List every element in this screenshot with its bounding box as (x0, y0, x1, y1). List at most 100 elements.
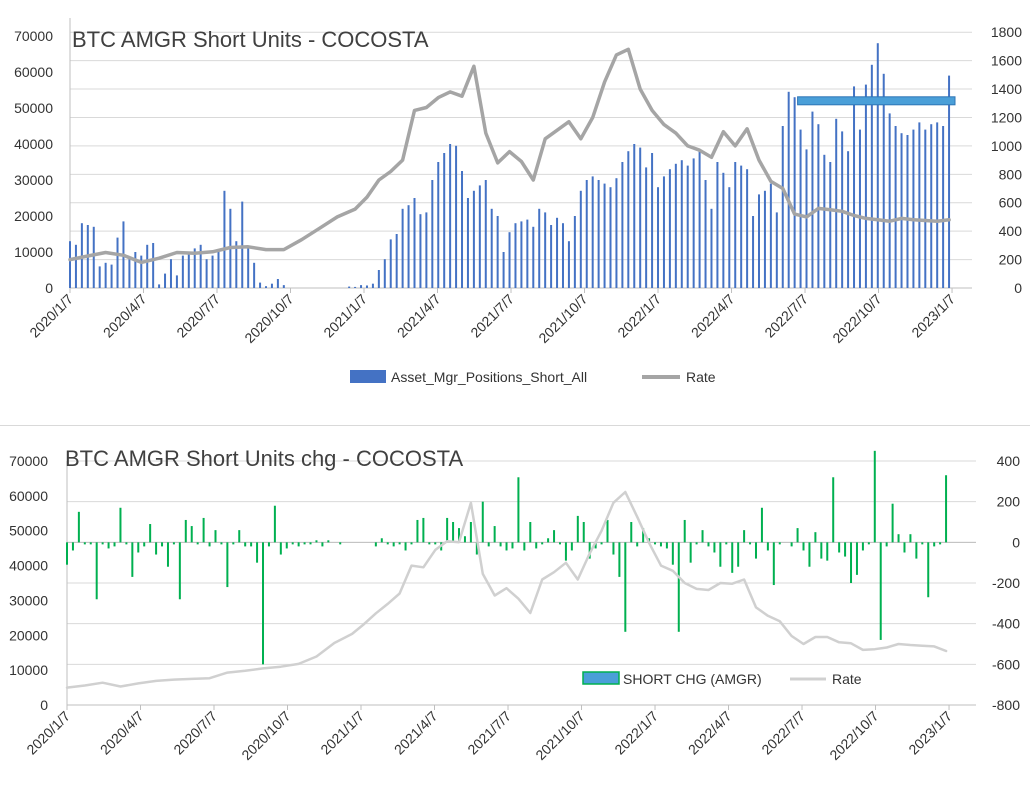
bar (612, 542, 615, 555)
bar (146, 244, 149, 288)
x-axis-ticks: 2020/1/7 2020/4/7 2020/7/7 2020/10/7 2021/1/… (23, 708, 955, 764)
bar (434, 542, 437, 545)
bar (253, 262, 256, 288)
bar (202, 517, 205, 543)
x-tick-label: 2021/7/7 (467, 291, 517, 341)
bar (514, 223, 517, 288)
bar (713, 542, 716, 553)
bar (226, 542, 229, 588)
bar (161, 542, 164, 547)
bar (377, 270, 380, 288)
bar (876, 43, 879, 289)
bar (918, 122, 921, 289)
bar (508, 232, 511, 288)
bar (137, 542, 140, 553)
bar (285, 542, 288, 549)
bar (404, 542, 407, 551)
bar (808, 542, 811, 567)
short-bars (69, 43, 951, 289)
bar (371, 283, 374, 288)
bar (781, 126, 784, 288)
bar (665, 542, 668, 549)
bar (873, 450, 876, 543)
legend-swatch-chg (582, 671, 620, 685)
x-tick-label: 2021/1/7 (320, 291, 370, 341)
left-axis-ticks: 0 10000 20000 30000 40000 50000 60000 70000 (9, 453, 48, 713)
y2-tick-label: -600 (992, 656, 1020, 672)
chart-short-chg: 0 10000 20000 30000 40000 50000 60000 70000 -80… (9, 446, 1021, 764)
bar (273, 505, 276, 543)
bar (769, 183, 772, 288)
bar (725, 542, 728, 545)
bar (297, 542, 300, 547)
chart-title: BTC AMGR Short Units - COCOSTA (72, 27, 429, 52)
x-tick-label: 2022/1/7 (611, 708, 661, 758)
bar (633, 144, 636, 288)
bar (639, 147, 642, 288)
y2-tick-label: -800 (992, 697, 1020, 713)
bar (178, 542, 181, 600)
bar (532, 226, 535, 288)
y2-tick-label: -400 (992, 616, 1020, 632)
x-tick-label: 2020/1/7 (23, 708, 73, 758)
bar (832, 477, 835, 543)
bar (535, 542, 538, 549)
bar (939, 542, 942, 545)
bar (354, 286, 357, 288)
bar (698, 151, 701, 288)
bar (606, 519, 609, 543)
change-bars (66, 450, 948, 665)
x-tick-label: 2022/1/7 (614, 291, 664, 341)
x-tick-label: 2020/10/7 (238, 708, 294, 764)
bar (737, 542, 740, 567)
bar (119, 507, 122, 543)
bar (455, 145, 458, 288)
bar (921, 542, 924, 545)
bar (567, 241, 570, 288)
bar (256, 542, 259, 563)
bar (499, 542, 502, 547)
bar (579, 190, 582, 288)
bar (564, 542, 567, 561)
bar (410, 542, 413, 545)
bar (680, 160, 683, 288)
bar (425, 212, 428, 288)
bar (674, 163, 677, 288)
bar (149, 524, 152, 543)
bar (181, 255, 184, 288)
bar (520, 221, 523, 288)
x-tick-label: 2021/4/7 (391, 708, 441, 758)
bar (817, 124, 820, 288)
bar (538, 208, 541, 288)
bar (262, 542, 265, 665)
bar (749, 542, 752, 545)
y2-tick-label: 600 (999, 195, 1023, 211)
bar (615, 178, 618, 288)
bar (398, 542, 401, 545)
bar (493, 526, 496, 543)
bar (125, 542, 128, 545)
bar (193, 248, 196, 288)
bar (247, 248, 250, 288)
bar (636, 542, 639, 547)
y-tick-label: 10000 (9, 662, 48, 678)
bar (879, 542, 882, 640)
y2-tick-label: 400 (997, 453, 1021, 469)
bar (757, 194, 760, 288)
y-tick-label: 70000 (14, 28, 53, 44)
bar (74, 244, 77, 288)
bar (214, 530, 217, 543)
bar (570, 542, 573, 551)
x-tick-label: 2022/10/7 (829, 291, 885, 347)
bar (463, 536, 466, 543)
bar (184, 519, 187, 543)
bar (327, 540, 330, 543)
bar (585, 180, 588, 288)
legend-label-chg: SHORT CHG (AMGR) (623, 671, 762, 687)
bar (116, 237, 119, 288)
y2-tick-label: 0 (1012, 534, 1020, 550)
bar (386, 542, 389, 545)
bar (573, 216, 576, 288)
x-tick-label: 2022/4/7 (685, 708, 735, 758)
